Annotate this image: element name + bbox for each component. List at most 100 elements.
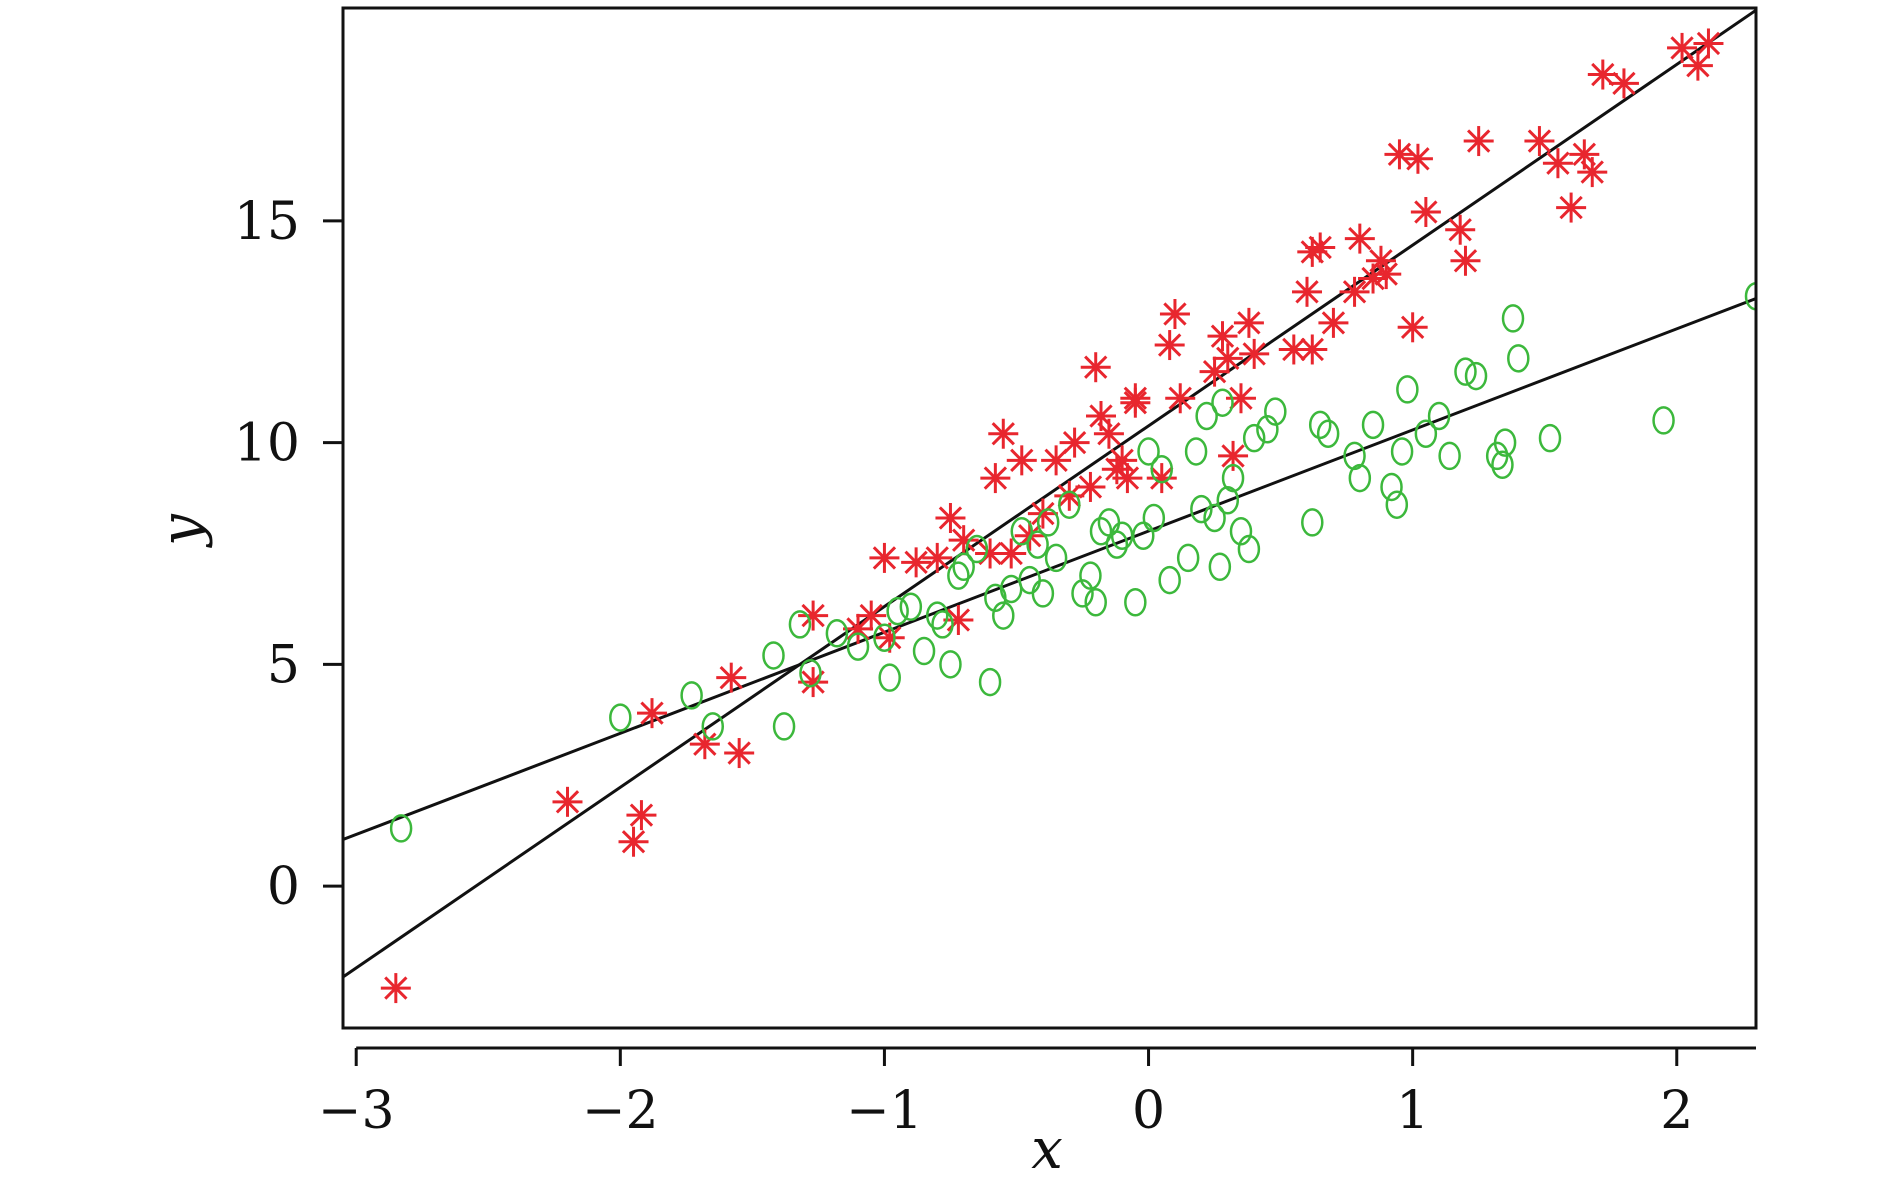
- red-asterisk-point: [922, 542, 953, 573]
- red-asterisk-point: [1410, 197, 1441, 227]
- green-circle-point: [1390, 437, 1414, 466]
- red-asterisk-point: [1450, 245, 1481, 276]
- green-circle-point: [1221, 463, 1245, 493]
- red-asterisk-point: [1093, 418, 1124, 449]
- green-circle-point: [1493, 428, 1517, 457]
- red-asterisk-point: [1112, 463, 1143, 494]
- regression-line-1: [343, 8, 1756, 979]
- red-asterisk-point: [1027, 498, 1058, 529]
- red-asterisk-point: [869, 542, 900, 573]
- y-tick-label: 15: [234, 192, 300, 252]
- green-circle-point: [978, 667, 1002, 697]
- green-circle-point: [1058, 490, 1081, 519]
- green-circle-point: [1211, 388, 1234, 417]
- green-circle-point: [1242, 423, 1266, 453]
- green-circle-point: [1044, 543, 1068, 573]
- green-circle-point: [1079, 561, 1102, 590]
- red-asterisk-point: [724, 738, 755, 769]
- red-asterisk-point: [380, 973, 411, 1004]
- red-asterisk-point: [1146, 463, 1177, 494]
- red-asterisk-point: [988, 418, 1019, 449]
- red-asterisk-point: [552, 786, 583, 817]
- red-asterisk-point: [626, 800, 657, 831]
- red-asterisk-point: [1041, 445, 1072, 476]
- red-asterisk-point: [637, 698, 668, 729]
- y-tick-label: 10: [234, 414, 300, 474]
- green-circle-point: [1158, 565, 1181, 595]
- green-circle-point: [1026, 530, 1049, 559]
- green-circle-point: [389, 814, 413, 843]
- green-circle-point: [1264, 397, 1287, 426]
- green-circle-point: [1414, 419, 1438, 448]
- y-axis: 0 5 10 15: [234, 192, 343, 917]
- red-asterisk-point: [996, 538, 1027, 569]
- red-asterisk-point: [1608, 68, 1639, 99]
- green-circle-point: [772, 712, 796, 741]
- green-circle-point: [1507, 344, 1530, 373]
- green-circle-point: [939, 650, 962, 679]
- red-asterisk-point: [798, 600, 829, 631]
- red-asterisk-point: [943, 605, 974, 635]
- red-asterisk-point: [1159, 299, 1190, 329]
- red-asterisk-point: [1384, 139, 1415, 170]
- red-asterisk-point: [1154, 330, 1185, 361]
- green-circle-point: [788, 610, 812, 639]
- plot-frame: [341, 6, 1758, 1030]
- green-circle-point: [1396, 375, 1419, 404]
- green-circle-point: [1491, 450, 1514, 480]
- y-axis-title: y: [149, 513, 214, 549]
- green-circle-point: [1010, 517, 1034, 546]
- red-asterisk-point: [1397, 312, 1428, 343]
- green-circle-point: [1308, 410, 1332, 440]
- red-asterisk-point: [716, 662, 747, 693]
- green-circle-point: [1137, 437, 1160, 466]
- green-circle-point: [1150, 454, 1173, 484]
- red-asterisk-point: [1524, 126, 1555, 157]
- red-asterisk-point: [1107, 445, 1138, 476]
- red-asterisk-point: [1339, 276, 1370, 307]
- green-circle-point: [609, 703, 632, 732]
- green-circle-point: [1385, 490, 1409, 519]
- green-circle-point: [1316, 419, 1340, 448]
- red-asterisk-point: [1445, 214, 1476, 245]
- red-asterisk-point: [980, 463, 1011, 494]
- red-asterisk-point: [1344, 223, 1375, 254]
- green-circle-point: [1124, 588, 1147, 617]
- red-asterisk-point: [1556, 192, 1587, 223]
- green-circle-point: [799, 658, 822, 688]
- green-circle-point: [1184, 437, 1208, 466]
- green-circle-point: [1744, 282, 1756, 311]
- red-asterisk-point: [1463, 126, 1494, 157]
- green-circle-point: [846, 632, 870, 661]
- green-circle-point: [1464, 361, 1488, 391]
- green-circle-point: [1208, 552, 1232, 582]
- regression-lines: [343, 8, 1756, 979]
- green-circle-point: [1538, 423, 1562, 453]
- red-asterisk-point: [1233, 307, 1264, 338]
- x-axis: −3 −2 −1 0 1 2: [318, 1046, 1756, 1141]
- green-circle-point: [1105, 530, 1129, 559]
- green-circle-point: [1203, 503, 1226, 533]
- red-asterisk-point: [1667, 32, 1698, 63]
- green-circle-point: [1256, 415, 1279, 444]
- red-asterisk-point: [1693, 28, 1724, 59]
- red-asterisk-point: [856, 600, 887, 631]
- red-asterisk-point: [1542, 148, 1573, 179]
- red-asterisk-point: [935, 503, 966, 533]
- green-circle-point: [878, 663, 901, 692]
- red-asterisk-point: [1239, 338, 1270, 369]
- green-circle-point: [926, 601, 949, 630]
- green-circle-point: [1361, 410, 1385, 440]
- red-asterisk-point: [1402, 143, 1433, 174]
- red-asterisk-point: [1292, 276, 1323, 307]
- red-asterisk-point: [1297, 334, 1328, 365]
- data-points: [380, 28, 1756, 1004]
- green-circle-point: [1084, 588, 1107, 617]
- x-tick-label: −3: [318, 1081, 395, 1141]
- red-asterisk-point: [1080, 352, 1111, 383]
- red-asterisk-point: [1577, 157, 1608, 188]
- red-asterisk-point: [1165, 383, 1196, 414]
- green-circle-point: [1343, 441, 1366, 471]
- red-asterisk-point: [1682, 50, 1713, 81]
